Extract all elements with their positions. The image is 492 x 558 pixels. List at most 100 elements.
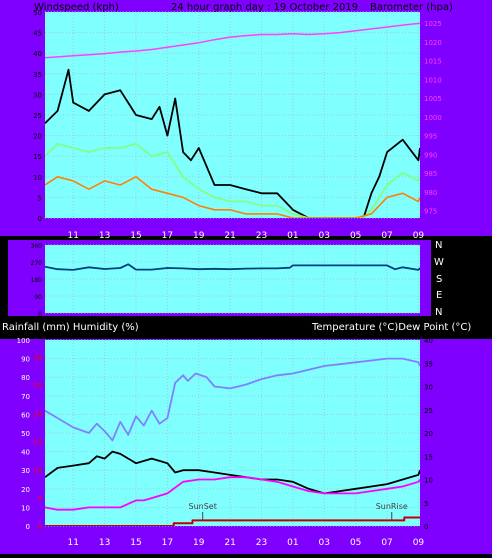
rain-humidity-axis-title: Rainfall (mm) Humidity (%) [2, 322, 139, 333]
compass-label-e: E [436, 290, 442, 301]
humidity-y-tick-label: 100 [17, 337, 30, 345]
wind-y-tick-label: 10 [33, 174, 42, 182]
direction-y-tick-label: 360 [31, 243, 43, 250]
x-tick-label: 23 [256, 231, 267, 241]
humidity-y-tick-label: 80 [21, 374, 30, 382]
temperature-y-tick-label: 0 [424, 523, 428, 531]
wind-y-tick-label: 40 [33, 50, 42, 58]
direction-y-tick-label: 270 [31, 260, 43, 267]
x-tick-label: 09 [413, 538, 425, 548]
x-tick-label: 15 [130, 231, 141, 241]
tick-labels: 11 13 15 17 19 21 23 01 03 05 07 090510152025303540… [17, 9, 442, 548]
x-tick-label: 21 [224, 538, 235, 548]
barometer-y-tick-label: 990 [424, 151, 437, 159]
wind-y-tick-label: 15 [33, 153, 42, 161]
rainfall-series-line [45, 516, 420, 526]
compass-label-top-n: N [435, 240, 442, 251]
humidity-y-tick-label: 50 [21, 430, 30, 438]
dewpoint-series-line [45, 476, 420, 511]
barometer-y-tick-label: 995 [424, 133, 437, 141]
barometer-y-tick-label: 1020 [424, 39, 442, 47]
wind-y-tick-label: 45 [33, 30, 42, 38]
rainfall-y-tick-label: 0 [38, 523, 42, 531]
barometer-y-tick-label: 1005 [424, 95, 442, 103]
x-tick-label: 13 [99, 231, 110, 241]
sunset-annotation: SunSet [189, 502, 217, 511]
compass-label-bottom-n: N [435, 307, 442, 318]
barometer-y-tick-label: 1015 [424, 58, 442, 66]
barometer-axis-title: Barometer (hpa) [370, 2, 453, 13]
sunrise-annotation: SunRise [376, 502, 408, 511]
humidity-y-tick-label: 70 [21, 393, 30, 401]
wind-y-tick-label: 20 [33, 133, 42, 141]
x-tick-label: 23 [256, 538, 267, 548]
direction-y-tick-label: 90 [34, 294, 42, 301]
temperature-y-tick-label: 30 [424, 384, 433, 392]
x-tick-label: 05 [350, 538, 361, 548]
gust-series-line [45, 68, 420, 218]
x-tick-label: 07 [381, 231, 392, 241]
orange-series-line [45, 176, 420, 218]
barometer-y-tick-label: 980 [424, 189, 437, 197]
x-tick-label: 15 [130, 538, 141, 548]
direction-y-tick-label: 0 [38, 311, 42, 318]
barometer-y-tick-label: 1025 [424, 20, 442, 28]
compass-label-w: W [434, 257, 444, 268]
rainfall-y-tick-label: 30 [33, 354, 42, 362]
humidity-y-tick-label: 40 [21, 449, 30, 457]
humidity-y-tick-label: 60 [21, 411, 30, 419]
temperature-y-tick-label: 35 [424, 360, 433, 368]
humidity-y-tick-label: 0 [26, 523, 30, 531]
rainfall-y-tick-label: 15 [33, 438, 42, 446]
data-lines [45, 22, 420, 526]
temperature-y-tick-label: 10 [424, 477, 433, 485]
x-tick-label: 01 [287, 538, 298, 548]
barometer-y-tick-label: 1010 [424, 76, 442, 84]
humidity-y-tick-label: 10 [21, 504, 30, 512]
x-tick-label: 03 [319, 231, 330, 241]
rainfall-y-tick-label: 5 [38, 495, 42, 503]
x-tick-label: 13 [99, 538, 110, 548]
wind-y-tick-label: 30 [33, 91, 42, 99]
wind-y-tick-label: 5 [38, 194, 42, 202]
humidity-y-tick-label: 30 [21, 467, 30, 475]
wind-y-tick-label: 50 [33, 9, 42, 17]
x-tick-label: 05 [350, 231, 361, 241]
direction-series-line [45, 263, 420, 271]
humidity-y-tick-label: 20 [21, 486, 30, 494]
x-tick-label: 03 [319, 538, 330, 548]
barometer-y-tick-label: 985 [424, 170, 437, 178]
x-tick-label: 19 [193, 538, 205, 548]
x-tick-label: 21 [224, 231, 235, 241]
x-tick-label: 01 [287, 231, 298, 241]
x-tick-label: 07 [381, 538, 392, 548]
temperature-y-tick-label: 40 [424, 337, 433, 345]
windspeed-axis-title: Windspeed (kph) [34, 2, 119, 13]
x-tick-label: 17 [162, 538, 173, 548]
x-tick-label: 17 [162, 231, 173, 241]
x-tick-label: 19 [193, 231, 205, 241]
temperature-y-tick-label: 20 [424, 430, 433, 438]
temperature-y-tick-label: 25 [424, 407, 433, 415]
direction-y-tick-label: 180 [31, 277, 43, 284]
temperature-y-tick-label: 15 [424, 453, 433, 461]
wind-y-tick-label: 35 [33, 71, 42, 79]
wind-y-tick-label: 25 [33, 112, 42, 120]
wind-y-tick-label: 0 [38, 215, 42, 223]
chart-date-title: 24 hour graph day : 19 October 2019 [171, 2, 358, 13]
x-tick-label: 11 [68, 231, 79, 241]
temperature-series-line [45, 450, 420, 495]
rainfall-y-tick-label: 10 [33, 467, 42, 475]
temperature-y-tick-label: 5 [424, 500, 428, 508]
x-tick-label: 11 [68, 538, 79, 548]
barometer-y-tick-label: 1000 [424, 114, 442, 122]
barometer-y-tick-label: 975 [424, 208, 437, 216]
humidity-series-line [45, 357, 420, 442]
temp-dew-axis-title: Temperature (°C)Dew Point (°C) [311, 322, 471, 333]
pressure-series-line [45, 22, 420, 59]
humidity-y-tick-label: 90 [21, 356, 30, 364]
x-tick-label: 09 [413, 231, 425, 241]
compass-label-s: S [436, 274, 442, 285]
